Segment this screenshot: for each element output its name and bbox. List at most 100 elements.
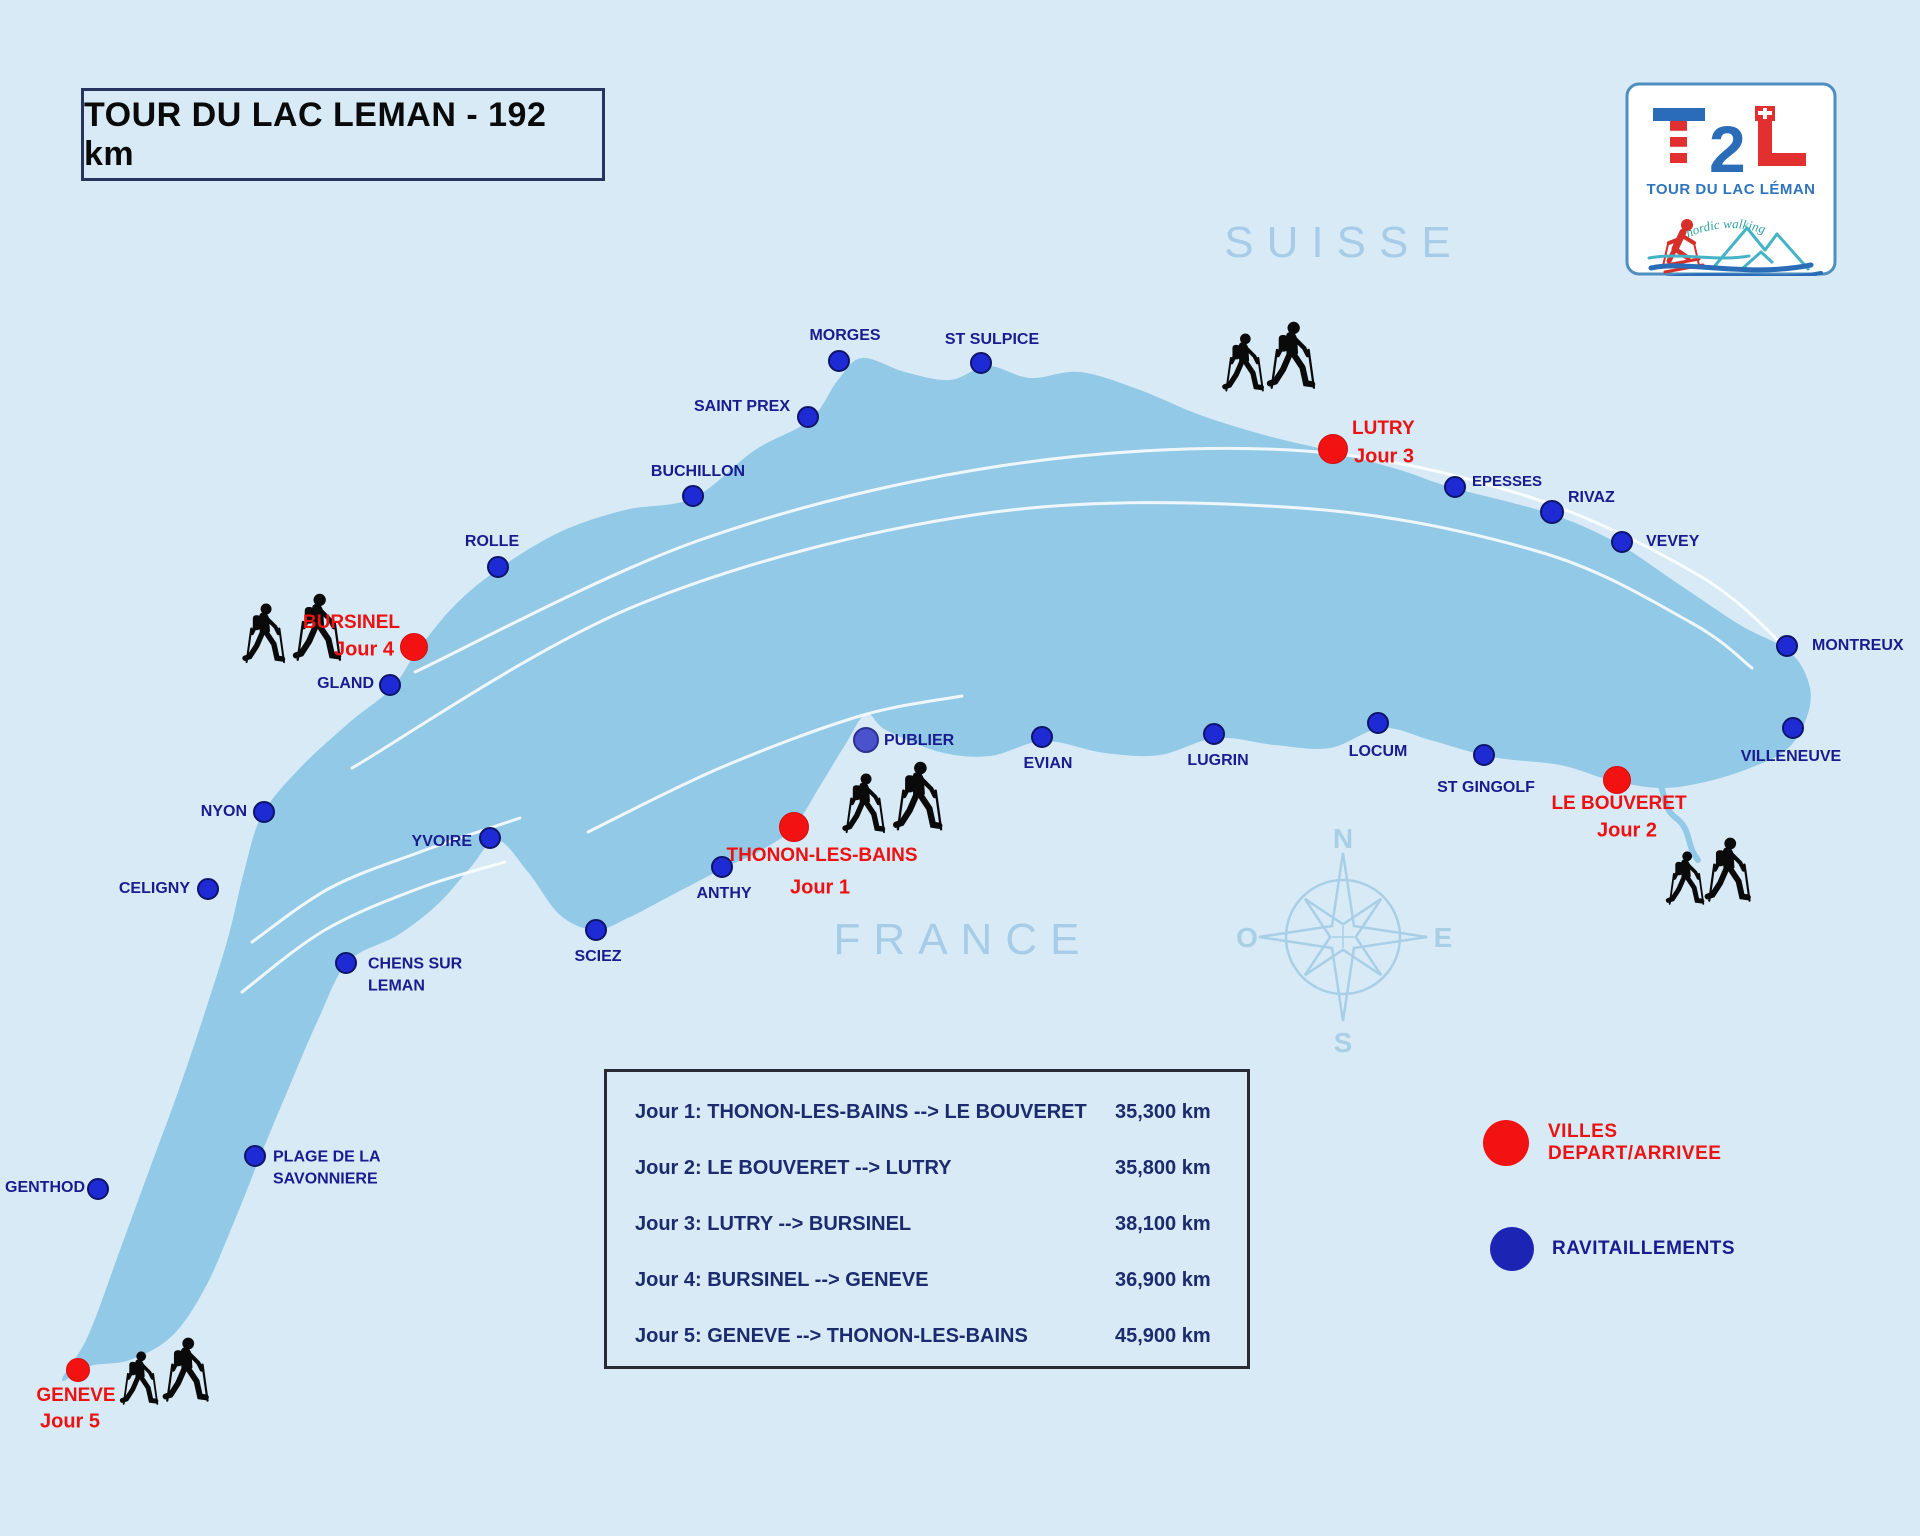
label-yvoire: YVOIRE — [411, 833, 472, 851]
stage-row-1: Jour 1: THONON-LES-BAINS --> LE BOUVERET… — [635, 1084, 1247, 1140]
marker-rolle — [487, 556, 509, 578]
page-title: TOUR DU LAC LEMAN - 192 km — [84, 95, 547, 173]
label-epesses: EPESSES — [1472, 472, 1543, 490]
lake-leman-shape — [61, 357, 1811, 1381]
label-montreux: MONTREUX — [1812, 637, 1904, 655]
logo-name: TOUR DU LAC LÉMAN — [1646, 181, 1815, 198]
stage-distance: 45,900 km — [1115, 1324, 1211, 1347]
label-villeneuve: VILLENEUVE — [1740, 748, 1842, 766]
marker-nyon — [253, 801, 275, 823]
marker-lutry — [1318, 434, 1348, 464]
marker-locum — [1367, 712, 1389, 734]
stage-distance: 35,300 km — [1115, 1100, 1211, 1123]
hikers-icon-thonon — [845, 762, 941, 832]
label-jour-4: Jour 4 — [333, 638, 394, 661]
stages-table: Jour 1: THONON-LES-BAINS --> LE BOUVERET… — [604, 1069, 1250, 1369]
marker-st-gingolf — [1473, 744, 1495, 766]
label-buchillon: BUCHILLON — [650, 463, 746, 481]
marker-saint-prex — [797, 406, 819, 428]
marker-bursinel — [400, 633, 428, 661]
stage-rows: Jour 1: THONON-LES-BAINS --> LE BOUVERET… — [635, 1084, 1247, 1364]
label-jour-5: Jour 5 — [39, 1410, 101, 1433]
legend-stage-cities-label: VILLES DEPART/ARRIVEE — [1548, 1121, 1722, 1164]
current-line-5 — [586, 694, 964, 834]
region-label-france: FRANCE — [833, 915, 1093, 964]
marker-vevey — [1611, 531, 1633, 553]
label-jour-1: Jour 1 — [789, 876, 851, 899]
marker-thonon-les-bains — [779, 812, 809, 842]
compass-west-label: O — [1236, 922, 1258, 953]
marker-villeneuve — [1782, 717, 1804, 739]
label-geneve: GENEVE — [36, 1385, 116, 1407]
label-le-bouveret: LE BOUVERET — [1551, 793, 1687, 815]
lake-current-lines — [240, 446, 1794, 994]
compass-east-label: E — [1434, 922, 1453, 953]
label-jour-2: Jour 2 — [1596, 819, 1658, 842]
label-saint-prex: SAINT PREX — [693, 398, 790, 416]
stage-distance: 36,900 km — [1115, 1268, 1211, 1291]
stage-route: Jour 2: LE BOUVERET --> LUTRY — [635, 1156, 952, 1179]
marker-buchillon — [682, 485, 704, 507]
stage-route: Jour 1: THONON-LES-BAINS --> LE BOUVERET — [635, 1100, 1087, 1123]
current-line-1 — [413, 446, 1794, 674]
stage-city-legend-dot — [1483, 1120, 1529, 1166]
label-sciez: SCIEZ — [574, 948, 622, 966]
stage-row-2: Jour 2: LE BOUVERET --> LUTRY 35,800 km — [635, 1140, 1247, 1196]
label-thonon-les-bains: THONON-LES-BAINS — [726, 845, 918, 867]
marker-plage-de-la-savonniere — [244, 1145, 266, 1167]
label-chens-sur: CHENS SUR LEMAN — [368, 955, 463, 994]
supply-legend-dot — [1490, 1227, 1534, 1271]
current-line-4 — [240, 860, 507, 994]
label-bursinel: BURSINEL — [302, 612, 400, 634]
stage-route: Jour 4: BURSINEL --> GENEVE — [635, 1268, 929, 1291]
marker-yvoire — [479, 827, 501, 849]
marker-gland — [379, 674, 401, 696]
marker-anthy — [711, 856, 733, 878]
label-vevey: VEVEY — [1646, 533, 1700, 551]
stage-row-4: Jour 4: BURSINEL --> GENEVE 36,900 km — [635, 1252, 1247, 1308]
region-label-suisse: SUISSE — [1224, 218, 1464, 267]
marker-st-sulpice — [970, 352, 992, 374]
stage-row-5: Jour 5: GENEVE --> THONON-LES-BAINS 45,90… — [635, 1308, 1247, 1364]
marker-celigny — [197, 878, 219, 900]
marker-morges — [828, 350, 850, 372]
marker-rivaz — [1540, 500, 1564, 524]
marker-sciez — [585, 919, 607, 941]
label-plage-de-la: PLAGE DE LA SAVONNIERE — [273, 1148, 381, 1187]
compass-north-label: N — [1333, 823, 1353, 854]
label-anthy: ANTHY — [696, 885, 752, 903]
stage-row-3: Jour 3: LUTRY --> BURSINEL 38,100 km — [635, 1196, 1247, 1252]
compass-south-label: S — [1334, 1027, 1353, 1058]
label-publier: PUBLIER — [884, 732, 955, 750]
stage-route: Jour 5: GENEVE --> THONON-LES-BAINS — [635, 1324, 1028, 1347]
label-st-sulpice: ST SULPICE — [944, 331, 1040, 349]
t2l-monogram: 2 — [1653, 106, 1806, 186]
marker-chens-sur-leman — [335, 952, 357, 974]
label-evian: EVIAN — [1023, 755, 1073, 773]
current-line-3 — [250, 816, 522, 944]
stage-route: Jour 3: LUTRY --> BURSINEL — [635, 1212, 912, 1235]
label-celigny: CELIGNY — [118, 880, 190, 898]
marker-genthod — [87, 1178, 109, 1200]
logo-digit: 2 — [1709, 112, 1746, 186]
marker-epesses — [1444, 476, 1466, 498]
rhone-river — [1650, 769, 1701, 863]
label-lutry: LUTRY — [1352, 418, 1415, 440]
marker-lugrin — [1203, 723, 1225, 745]
stage-distance: 35,800 km — [1115, 1156, 1211, 1179]
label-lugrin: LUGRIN — [1187, 752, 1249, 770]
label-gland: GLAND — [317, 675, 374, 693]
t2l-logo: 2 TOUR DU LAC LÉMAN nordic walking — [1625, 82, 1837, 280]
compass-letters: N S E O — [1236, 823, 1452, 1058]
logo-mountains-icon — [1711, 226, 1811, 271]
marker-montreux — [1776, 635, 1798, 657]
title-box: TOUR DU LAC LEMAN - 192 km — [81, 88, 605, 181]
marker-le-bouveret — [1603, 766, 1631, 794]
legend-supplies-label: RAVITAILLEMENTS — [1552, 1238, 1736, 1259]
marker-evian — [1031, 726, 1053, 748]
hikers-icon-bouveret — [1668, 838, 1749, 904]
label-rolle: ROLLE — [464, 533, 520, 551]
marker-geneve — [66, 1358, 90, 1382]
